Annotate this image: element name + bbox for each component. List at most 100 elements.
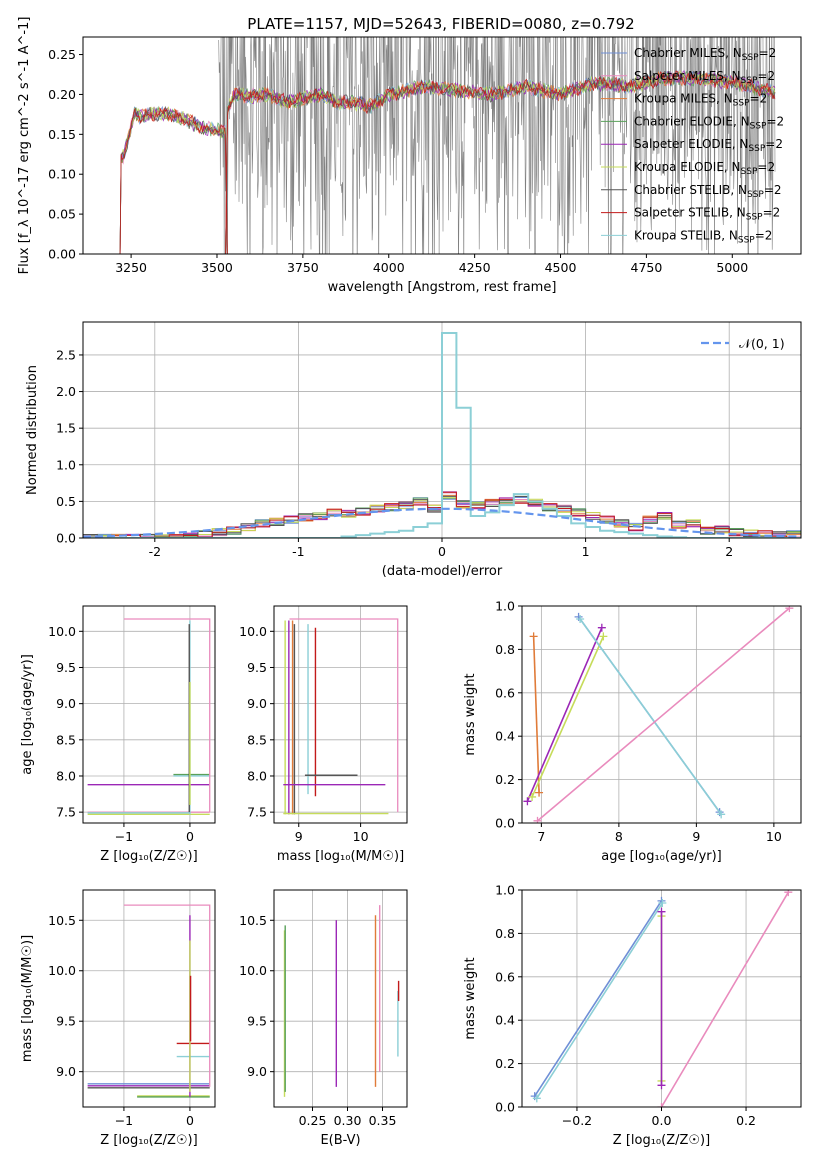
grid <box>274 606 407 823</box>
y-tick-label: 0.00 <box>48 247 76 262</box>
y-tick-label: 10.0 <box>239 624 267 639</box>
spectrum-panel: 3250 3500 3750 4000 4250 4500 4750 5000 0.00 0.05… <box>17 17 802 295</box>
data-point <box>717 810 726 819</box>
histogram-kroupa-stelib <box>83 332 801 538</box>
x-tick-label: 4750 <box>631 260 663 275</box>
legend-label: Kroupa STELIB, NSSP=2 <box>634 228 772 245</box>
legend-label: Chabrier MILES, NSSP=2 <box>634 46 776 63</box>
data-point <box>599 632 608 641</box>
data-point <box>657 1103 666 1107</box>
series-salpeter-miles <box>660 891 790 1107</box>
y-tick-label: 0.4 <box>495 729 515 744</box>
axes: 0.25 0.30 0.35 9.0 9.5 10.0 10.5 E(B-V) <box>239 889 408 1148</box>
y-tick-label: 0.15 <box>48 127 76 142</box>
axes-frame <box>521 889 802 1108</box>
y-tick-label: 0.0 <box>495 816 515 831</box>
y-tick-label: 0.20 <box>48 87 76 102</box>
legend: Chabrier MILES, NSSP=2 Salpeter MILES, NS… <box>601 46 784 245</box>
plot-area <box>113 37 776 254</box>
y-tick-label: 0.25 <box>48 47 76 62</box>
y-tick-label: 0.8 <box>495 926 515 941</box>
legend-label: 𝒩(0, 1) <box>739 336 785 351</box>
x-tick-label: 7 <box>537 829 545 844</box>
x-tick-label: 2 <box>725 544 733 559</box>
legend-subscript: SSP <box>748 144 765 154</box>
series-salpeter-elodie <box>526 627 603 802</box>
x-tick-label: 0 <box>186 829 194 844</box>
data-point <box>784 890 793 897</box>
x-tick-label: 0.0 <box>652 1113 672 1128</box>
y-tick-label: 9.5 <box>247 1014 267 1029</box>
series-chabrier-miles <box>534 900 663 1097</box>
error-bar <box>289 618 399 813</box>
y-tick-label: 0.4 <box>495 1013 515 1028</box>
grid <box>274 890 407 1107</box>
y-axis-label: Normed distribution <box>25 365 40 495</box>
y-tick-label: 9.0 <box>56 1064 76 1079</box>
legend-subscript: SSP <box>741 76 758 86</box>
y-tick-label: 9.0 <box>247 1064 267 1079</box>
x-tick-label: 0.2 <box>736 1113 756 1128</box>
axes: 9 10 7.5 8.0 8.5 9.0 9.5 10.0 mass [log₁₀(M/M☉)] <box>239 605 408 864</box>
y-tick-label: 10.0 <box>239 963 267 978</box>
y-tick-label: 0.0 <box>56 531 76 546</box>
figure-title: PLATE=1157, MJD=52643, FIBERID=0080, z=0… <box>247 15 634 33</box>
axes: -2 -1 0 1 2 0.0 0.5 1.0 1.5 2.0 2.5 (data-model)/er… <box>25 321 802 579</box>
x-tick-label: 4000 <box>373 260 405 275</box>
age-vs-mass-panel: 9 10 7.5 8.0 8.5 9.0 9.5 10.0 mass [log₁₀(M/M☉)] <box>239 605 408 864</box>
y-tick-label: 0.5 <box>56 494 76 509</box>
y-tick-label: 0.05 <box>48 207 76 222</box>
x-tick-label: 4250 <box>459 260 491 275</box>
y-tick-label: 9.5 <box>56 660 76 675</box>
axes: 7 8 9 10 0.0 0.2 0.4 0.6 0.8 1.0 age [log₁₀(age/yr… <box>463 599 802 864</box>
y-tick-label: 10.5 <box>239 913 267 928</box>
axes-frame <box>521 605 802 824</box>
model-spectrum-chabrier-elodie <box>225 70 776 254</box>
y-tick-label: 2.0 <box>56 384 76 399</box>
x-axis-label: wavelength [Angstrom, rest frame] <box>328 280 557 295</box>
x-axis-label: Z [log₁₀(Z/Z☉)] <box>100 849 197 864</box>
axes-frame <box>82 36 802 255</box>
y-tick-label: 0.6 <box>495 685 515 700</box>
y-tick-label: 0.6 <box>495 969 515 984</box>
data-point <box>533 816 542 823</box>
weight-vs-age-panel: 7 8 9 10 0.0 0.2 0.4 0.6 0.8 1.0 age [log₁₀(age/yr… <box>463 599 802 864</box>
grid <box>83 606 215 823</box>
plot-area <box>87 904 211 1098</box>
x-tick-label: 0.30 <box>334 1113 362 1128</box>
data-point <box>523 797 532 806</box>
data-point <box>597 623 606 632</box>
x-tick-label: 4500 <box>545 260 577 275</box>
y-tick-label: 9.0 <box>56 696 76 711</box>
error-bar <box>123 904 211 1087</box>
series-kroupa-miles <box>532 636 540 793</box>
y-tick-label: 7.5 <box>56 805 76 820</box>
legend-label: Salpeter MILES, NSSP=2 <box>634 69 775 86</box>
plot-area <box>83 332 801 538</box>
y-tick-label: 9.0 <box>247 696 267 711</box>
series-kroupa-elodie <box>531 636 605 798</box>
y-tick-label: 9.5 <box>247 660 267 675</box>
weight-vs-z-panel: −0.2 0.0 0.2 0.0 0.2 0.4 0.6 0.8 1.0 Z [log₁₀(Z/Z… <box>463 883 802 1148</box>
y-tick-label: 10.0 <box>48 963 76 978</box>
x-tick-label: 0 <box>186 1113 194 1128</box>
x-axis-label: E(B-V) <box>320 1133 360 1148</box>
plot-area <box>530 890 793 1107</box>
mass-vs-z-panel: −1 0 9.0 9.5 10.0 10.5 Z [log₁₀(Z/Z☉)] mass [lo… <box>20 889 216 1148</box>
x-tick-label: 9 <box>692 829 700 844</box>
y-axis-label: mass weight <box>463 957 478 1039</box>
data-point <box>532 1094 541 1103</box>
legend-suffix: =2 <box>755 228 773 242</box>
axes-frame <box>82 605 216 824</box>
x-tick-label: -1 <box>292 544 304 559</box>
x-tick-label: 8 <box>615 829 623 844</box>
y-tick-label: 10.0 <box>48 624 76 639</box>
age-vs-z-panel: −1 0 7.5 8.0 8.5 9.0 9.5 10.0 Z [log₁₀(Z/Z☉)] age… <box>20 605 216 864</box>
x-axis-label: mass [log₁₀(M/M☉)] <box>277 849 404 864</box>
series-kroupa-stelib <box>536 902 664 1099</box>
legend-subscript: SSP <box>741 167 758 177</box>
y-tick-label: 10.5 <box>48 913 76 928</box>
y-tick-label: 8.0 <box>247 768 267 783</box>
legend-suffix: =2 <box>757 69 775 83</box>
x-tick-label: −1 <box>115 829 133 844</box>
